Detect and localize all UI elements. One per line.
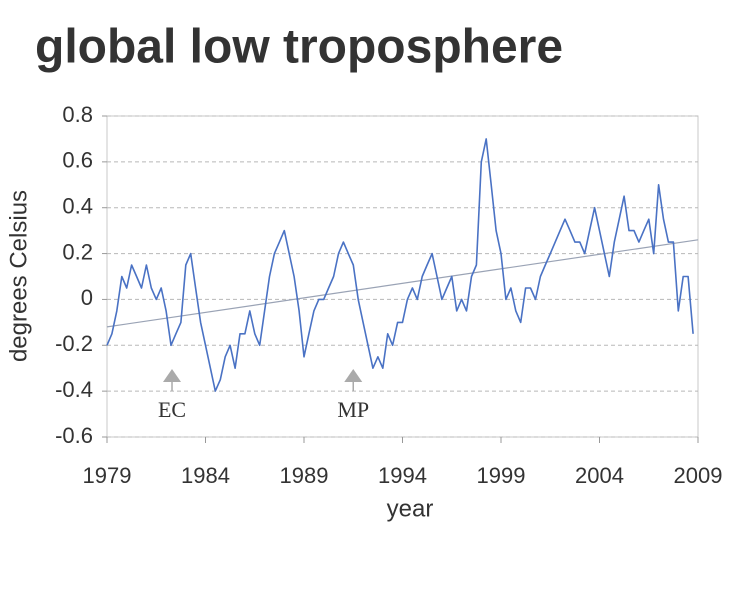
y-tick-label: -0.2 [55, 331, 93, 356]
y-tick-label: -0.4 [55, 377, 93, 402]
y-tick-label: 0.2 [62, 239, 93, 264]
y-tick-label: 0.4 [62, 194, 93, 219]
annotation-label: MP [337, 397, 369, 422]
x-tick-label: 1999 [477, 463, 526, 488]
x-tick-label: 1984 [181, 463, 230, 488]
annotation-arrow [163, 369, 182, 382]
y-tick-label: 0.6 [62, 148, 93, 173]
x-axis-label: year [387, 495, 434, 522]
annotation-label: EC [158, 397, 186, 422]
chart-title: global low troposphere [35, 21, 563, 74]
y-tick-label: -0.6 [55, 423, 93, 448]
x-tick-label: 1989 [280, 463, 329, 488]
y-axis-label: degrees Celsius [5, 190, 32, 362]
x-tick-label: 1994 [378, 463, 427, 488]
y-tick-label: 0.8 [62, 102, 93, 127]
trend-line [106, 239, 699, 328]
x-tick-label: 2004 [575, 463, 624, 488]
data-line [106, 138, 694, 392]
x-tick-label: 2009 [674, 463, 723, 488]
x-tick-label: 1979 [83, 463, 132, 488]
y-tick-label: 0 [81, 285, 93, 310]
annotation-arrow [344, 369, 363, 382]
